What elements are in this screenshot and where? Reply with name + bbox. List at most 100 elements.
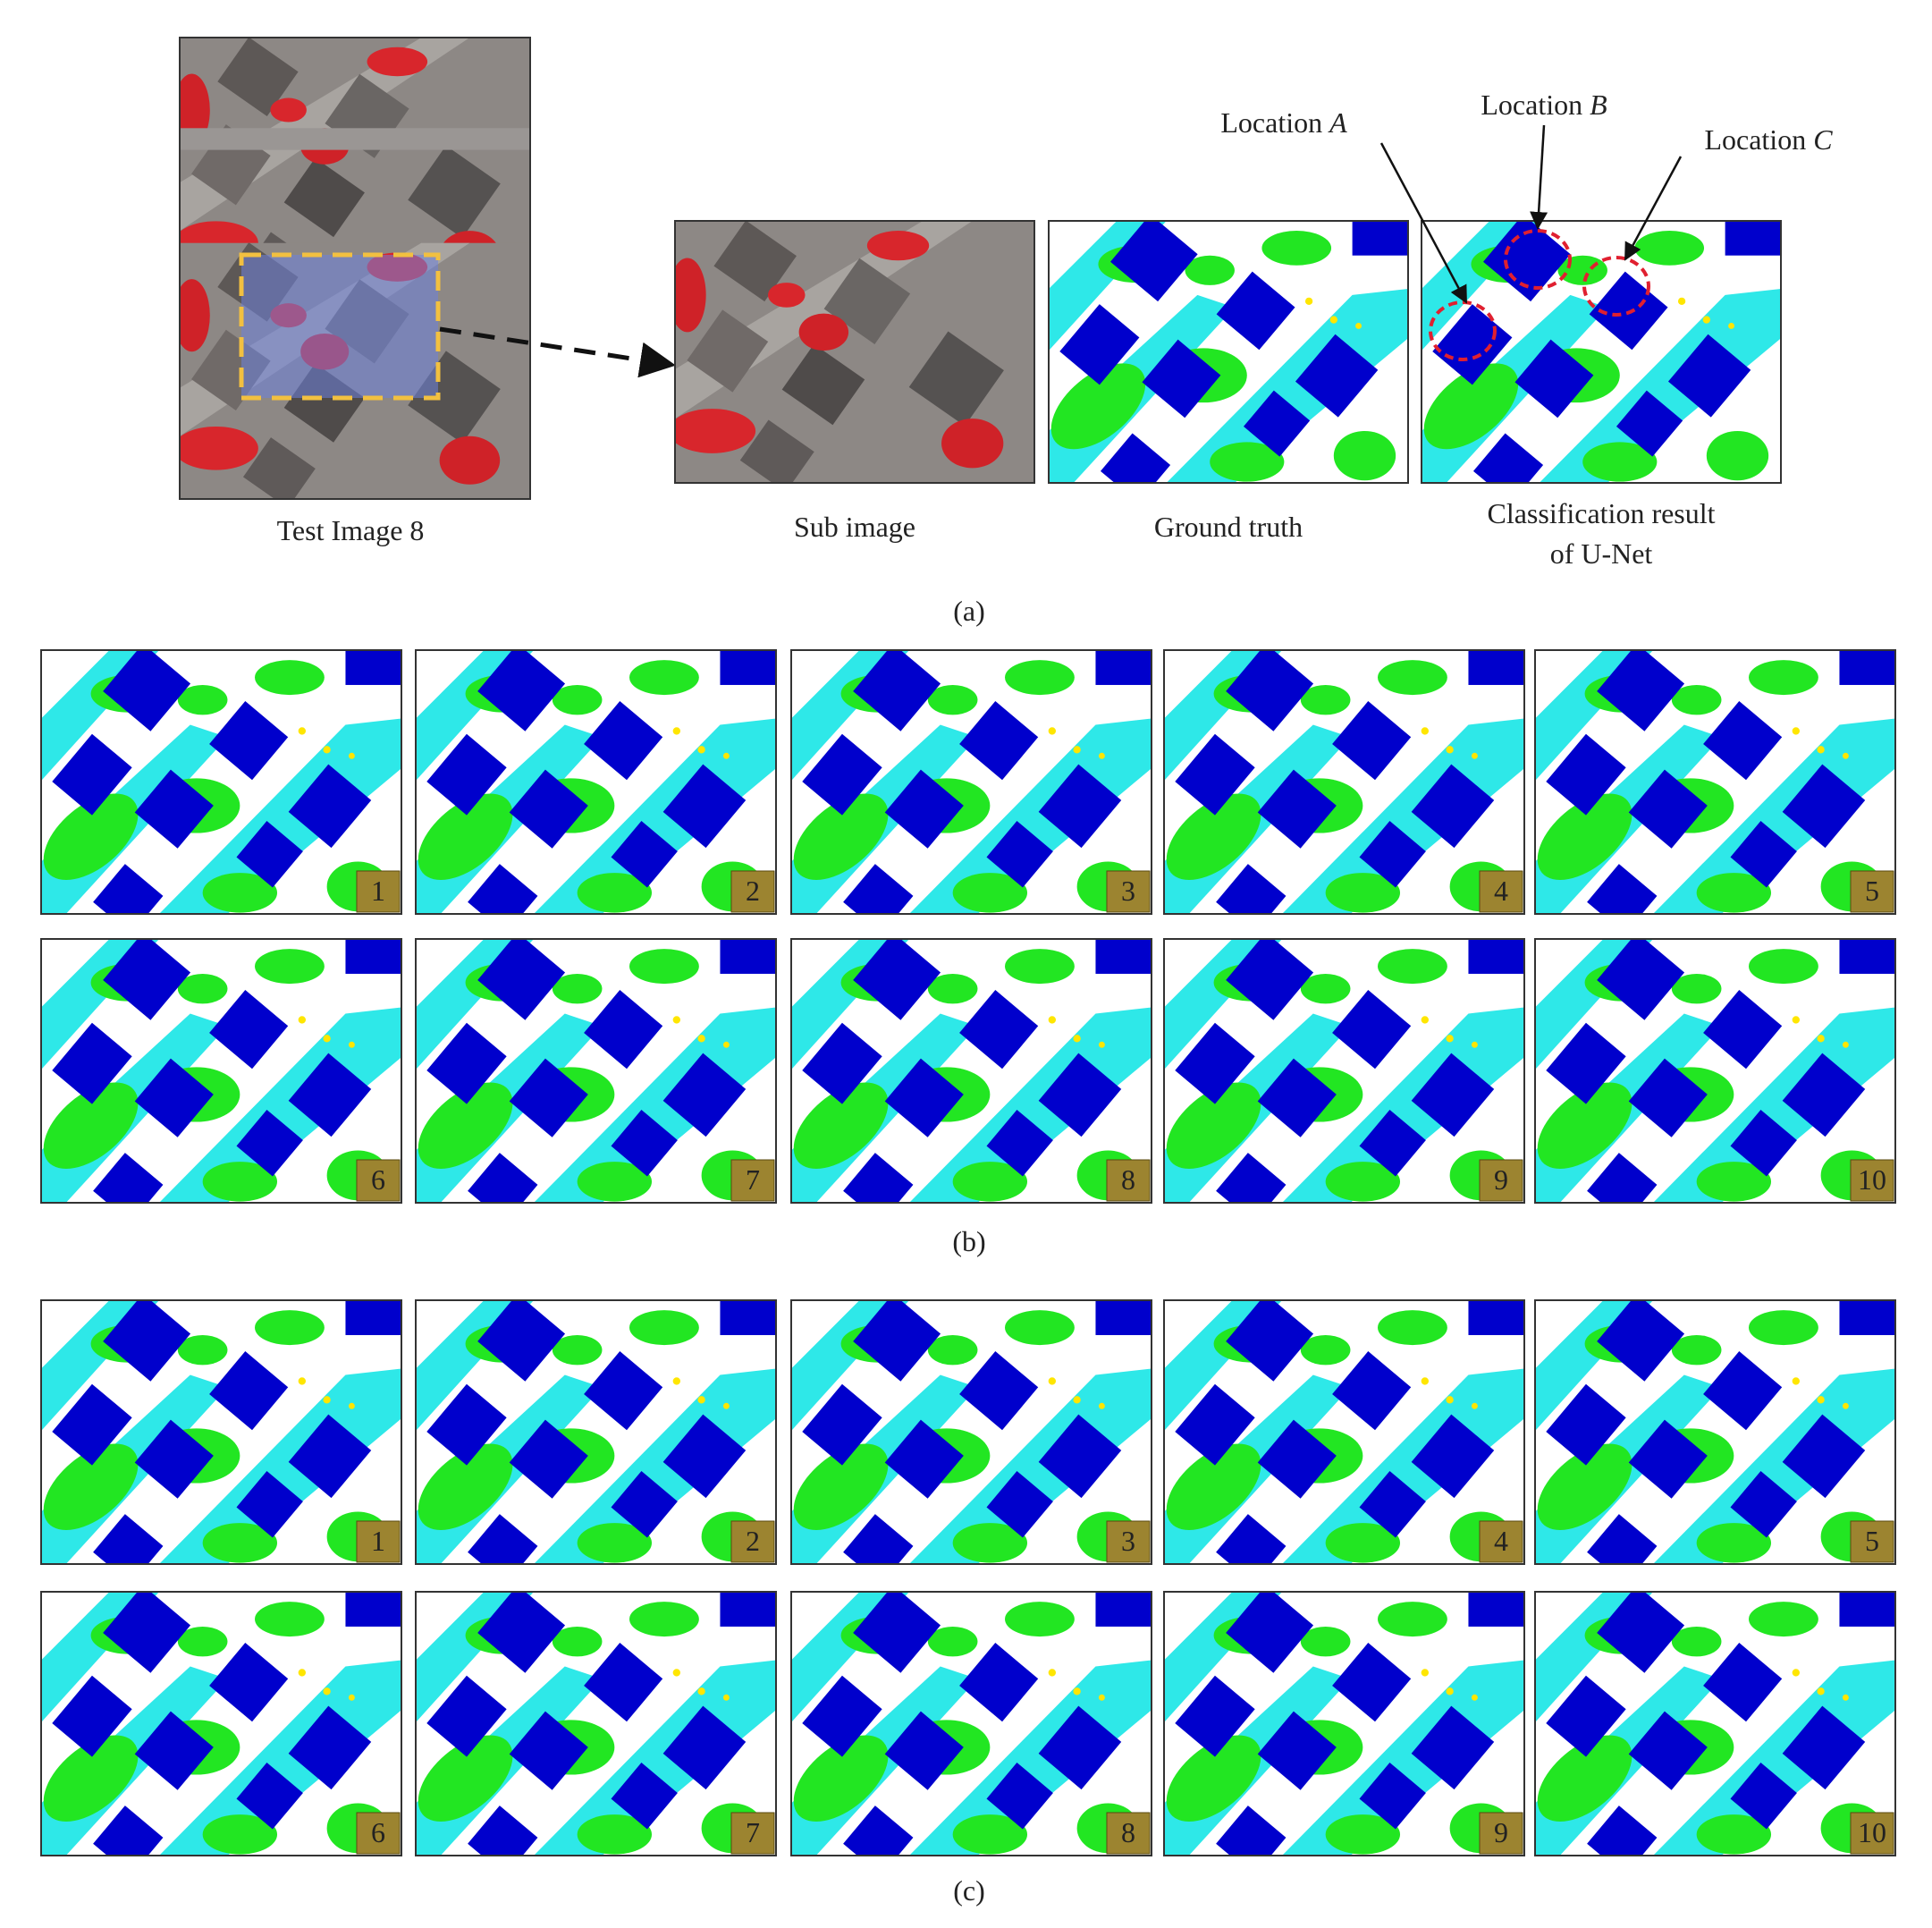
tile-badge <box>1850 1159 1894 1202</box>
tile-badge <box>356 1520 401 1563</box>
frame <box>415 1299 777 1565</box>
result-tile <box>1164 1300 1524 1564</box>
caption: of U-Net <box>1550 537 1653 570</box>
tile-number: 6 <box>371 1816 385 1848</box>
tile-number: 9 <box>1494 1163 1508 1196</box>
tile-number: 10 <box>1858 1816 1886 1848</box>
frame <box>1163 1299 1525 1565</box>
result-tile <box>416 650 776 914</box>
tile-number: 5 <box>1865 1525 1879 1557</box>
tile-badge <box>1106 870 1151 913</box>
frame <box>790 649 1152 915</box>
caption: Sub image <box>794 511 915 543</box>
highlight <box>1504 229 1572 290</box>
caption: Test Image 8 <box>277 514 425 546</box>
location-label: Location A <box>1220 106 1347 139</box>
frame <box>415 649 777 915</box>
result-tile <box>1535 1592 1895 1856</box>
tile-badge <box>1106 1812 1151 1855</box>
zoom-arrow <box>439 326 676 378</box>
result-tile <box>416 1592 776 1856</box>
panel-label: (c) <box>953 1874 985 1907</box>
frame <box>674 220 1035 484</box>
tile-badge <box>356 1159 401 1202</box>
pointer-arrow <box>1379 142 1468 304</box>
result-tile <box>41 939 401 1203</box>
tile-number: 2 <box>746 1525 760 1557</box>
tile-number: 5 <box>1865 875 1879 907</box>
frame <box>40 938 402 1204</box>
frame <box>790 1591 1152 1856</box>
frame <box>1421 220 1782 484</box>
frame <box>1163 649 1525 915</box>
panel-a: Location A Location B Location C Test Image… <box>179 37 1833 627</box>
result-tile <box>1164 1592 1524 1856</box>
result-tile <box>1164 650 1524 914</box>
test-image <box>180 38 530 499</box>
result-tile <box>791 650 1152 914</box>
frame <box>1534 649 1896 915</box>
result-tile <box>1535 939 1895 1203</box>
ground-truth-image <box>1049 221 1408 483</box>
tile-badge <box>1479 1159 1523 1202</box>
tile-number: 7 <box>746 1816 760 1848</box>
tile-badge <box>1850 1520 1894 1563</box>
frame <box>179 37 531 500</box>
result-tile <box>41 650 401 914</box>
tile-badge <box>1479 1520 1523 1563</box>
pointer-arrow <box>1530 124 1548 230</box>
panel-label: (a) <box>953 595 985 627</box>
tile-number: 7 <box>746 1163 760 1196</box>
result-tile <box>791 939 1152 1203</box>
tile-number: 6 <box>371 1163 385 1196</box>
panel-label: (b) <box>952 1225 985 1257</box>
frame <box>415 938 777 1204</box>
frame <box>40 1591 402 1856</box>
frame <box>1534 1591 1896 1856</box>
tile-badge <box>730 1159 775 1202</box>
tile-badge <box>730 1812 775 1855</box>
tile-number: 3 <box>1121 875 1135 907</box>
tile-badge <box>730 870 775 913</box>
tile-number: 3 <box>1121 1525 1135 1557</box>
tile-number: 4 <box>1494 875 1508 907</box>
frame <box>790 1299 1152 1565</box>
tile-badge <box>356 870 401 913</box>
tile-number: 9 <box>1494 1816 1508 1848</box>
tile-badge <box>1850 870 1894 913</box>
frame <box>415 1591 777 1856</box>
frame <box>1534 938 1896 1204</box>
tile-number: 8 <box>1121 1816 1135 1848</box>
tile-number: 8 <box>1121 1163 1135 1196</box>
tile-badge <box>1479 1812 1523 1855</box>
result-tile <box>791 1300 1152 1564</box>
result-tile <box>416 939 776 1203</box>
frame <box>1534 1299 1896 1565</box>
sub-image <box>675 221 1034 483</box>
result-tile <box>791 1592 1152 1856</box>
tile-number: 4 <box>1494 1525 1508 1557</box>
frame <box>1163 1591 1525 1856</box>
location-label: Location C <box>1704 123 1833 156</box>
tile-badge <box>1479 870 1523 913</box>
result-tile <box>416 1300 776 1564</box>
pointer-arrow <box>1624 156 1683 261</box>
result-tile <box>1535 650 1895 914</box>
tile-badge <box>730 1520 775 1563</box>
highlight <box>1582 256 1650 317</box>
frame <box>1163 938 1525 1204</box>
location-label: Location B <box>1481 89 1607 121</box>
caption: Ground truth <box>1154 511 1303 543</box>
tile-number: 1 <box>371 1525 385 1557</box>
frame <box>40 1299 402 1565</box>
result-tile <box>1164 939 1524 1203</box>
tile-badge <box>356 1812 401 1855</box>
frame <box>1048 220 1409 484</box>
result-tile <box>1535 1300 1895 1564</box>
result-tile <box>41 1592 401 1856</box>
tile-badge <box>1106 1520 1151 1563</box>
tile-number: 2 <box>746 875 760 907</box>
result-tile <box>41 1300 401 1564</box>
tile-badge <box>1850 1812 1894 1855</box>
